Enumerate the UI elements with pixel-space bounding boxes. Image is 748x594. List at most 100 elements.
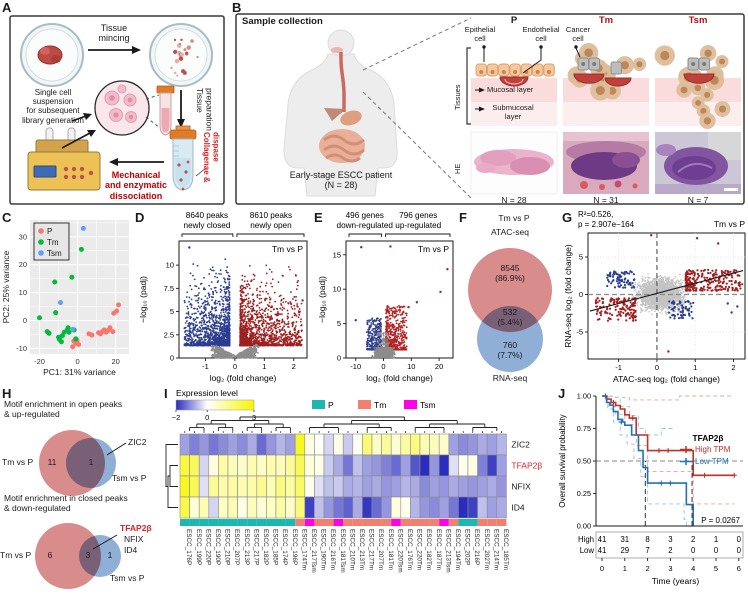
heatmap-cell	[227, 496, 238, 519]
x-tick-label: -10	[350, 362, 361, 371]
heatmap-cell	[458, 433, 469, 456]
y-tick-label: 15	[333, 250, 341, 259]
mechanical-dissociation-label: Mechanical and enzymatic dissociation	[104, 170, 168, 201]
data-point-Tm	[73, 336, 79, 342]
x-tick-label: 20	[435, 362, 443, 371]
minced-tissue-speck	[185, 51, 189, 55]
data-point-Tm	[65, 325, 71, 331]
group-bar-segment	[487, 519, 497, 526]
heatmap-cell	[256, 433, 267, 456]
submucosal-layer-band	[563, 102, 649, 126]
y-tick-label: 2.5	[164, 330, 174, 339]
scale-tick-label: 0	[205, 413, 209, 422]
x-tick-label: 1	[693, 363, 697, 372]
heatmap-cell	[371, 454, 382, 477]
submucosal-layer-band	[471, 102, 557, 126]
r-squared-label: R²=0.526,	[578, 210, 613, 219]
dissociation-tube-icon	[169, 125, 207, 191]
heatmap-cell	[246, 496, 258, 519]
y-tick-label: 0.50	[577, 457, 591, 466]
heatmap-cell	[448, 475, 459, 498]
heatmap-cell	[323, 433, 334, 456]
group-bar-segment	[458, 519, 468, 526]
y-tick-label: 7.5	[164, 284, 174, 293]
panel-b-sample-collection: B	[228, 0, 748, 208]
risk-count: 2	[691, 535, 695, 544]
minced-tissue-speck	[170, 66, 173, 70]
column-label: ESCC_176P	[185, 529, 192, 565]
heatmap-cell	[342, 475, 354, 498]
petri-dish-minced-icon	[149, 23, 213, 87]
risk-table-box	[595, 531, 744, 559]
heatmap-cell	[352, 433, 363, 456]
heatmap-cell	[266, 475, 277, 498]
column-header-tm: Tm	[598, 15, 614, 26]
row-dendrogram	[169, 465, 178, 487]
p-value-label: p = 2.907e−164	[578, 220, 635, 229]
endothelial-cell-label: Endothelial cell	[522, 25, 560, 43]
x-tick-label: 2	[646, 564, 650, 573]
heatmap-cell	[275, 475, 286, 498]
group-bar-segment	[228, 519, 238, 526]
ci-lower	[602, 395, 687, 526]
heatmap-cell	[342, 496, 354, 519]
header-left-line1: 496 genes	[346, 211, 384, 220]
tissue-diagram-p	[471, 46, 557, 126]
venn-a-pct: (86.9%)	[495, 273, 525, 283]
group-bar-segment	[237, 519, 248, 526]
venn2-left-count: 6	[47, 550, 53, 561]
group-bar-segment	[285, 519, 296, 526]
column-label: ESCC_220Tsm	[396, 529, 403, 573]
minced-tissue-speck	[173, 71, 177, 75]
cancer-cell-icon	[610, 61, 622, 75]
heatmap-cell	[333, 496, 344, 519]
y-tick-label: 0	[579, 290, 583, 299]
heatmap-cell	[371, 496, 382, 519]
data-point-Tm	[69, 274, 75, 280]
x-axis-label: Time (years)	[652, 576, 700, 586]
venn1-left-label: Tm vs P	[2, 457, 34, 467]
y-tick-label: 10	[333, 285, 341, 294]
heatmap-cell	[323, 454, 334, 477]
heatmap-cell	[486, 475, 498, 498]
heatmap-cell	[237, 433, 248, 456]
venn-a-value: 8545	[500, 263, 520, 273]
minced-tissue-speck	[178, 56, 184, 61]
data-point-Tsm	[80, 225, 86, 231]
risk-count: 0	[714, 546, 719, 555]
comparison-annotation: Tm vs P	[714, 219, 745, 229]
data-point-Tm	[66, 329, 72, 335]
group-bar-segment	[189, 519, 200, 526]
venn-inter-value: 532	[502, 307, 518, 317]
data-point-P	[70, 344, 76, 350]
single-cell-suspension-icon	[94, 80, 161, 136]
panel-g-letter: G	[562, 210, 573, 225]
collagenase-dispase-label: Collagenae & dispase	[202, 132, 221, 183]
group-bar-segment	[352, 519, 363, 526]
column-label: ESCC_176Tm	[406, 529, 413, 570]
heatmap-cell	[246, 475, 258, 498]
venn1-title: Motif enrichment in open peaks & up-regu…	[4, 399, 123, 419]
heatmap-cell	[179, 475, 190, 498]
x-tick-label: 20	[112, 357, 120, 366]
patient-label: Early-stage ESCC patient (N = 28)	[289, 170, 393, 191]
heatmap-cell	[362, 433, 373, 456]
panel-d-label: D	[135, 210, 145, 225]
outlier-point	[188, 246, 191, 249]
log-rank-p-label: P = 0.0267	[701, 516, 740, 525]
heatmap-cell	[419, 433, 430, 456]
legend-label-Low-TPM: Low TPM	[695, 457, 729, 466]
heatmap-cell	[496, 496, 507, 519]
group-swatch-P	[312, 400, 325, 409]
header-left-line2: newly closed	[184, 221, 231, 230]
heatmap-cell	[390, 475, 402, 498]
column-label: ESCC_181Tsm	[339, 529, 346, 573]
heatmap-cell	[390, 454, 402, 477]
group-bar-segment	[324, 519, 334, 526]
legend-label-Tm: Tm	[47, 238, 59, 247]
group-bar-segment	[381, 519, 392, 526]
heatmap-cell	[458, 496, 469, 519]
column-label: ESCC_194Tm	[454, 529, 461, 570]
x-tick-label: 0	[655, 363, 659, 372]
